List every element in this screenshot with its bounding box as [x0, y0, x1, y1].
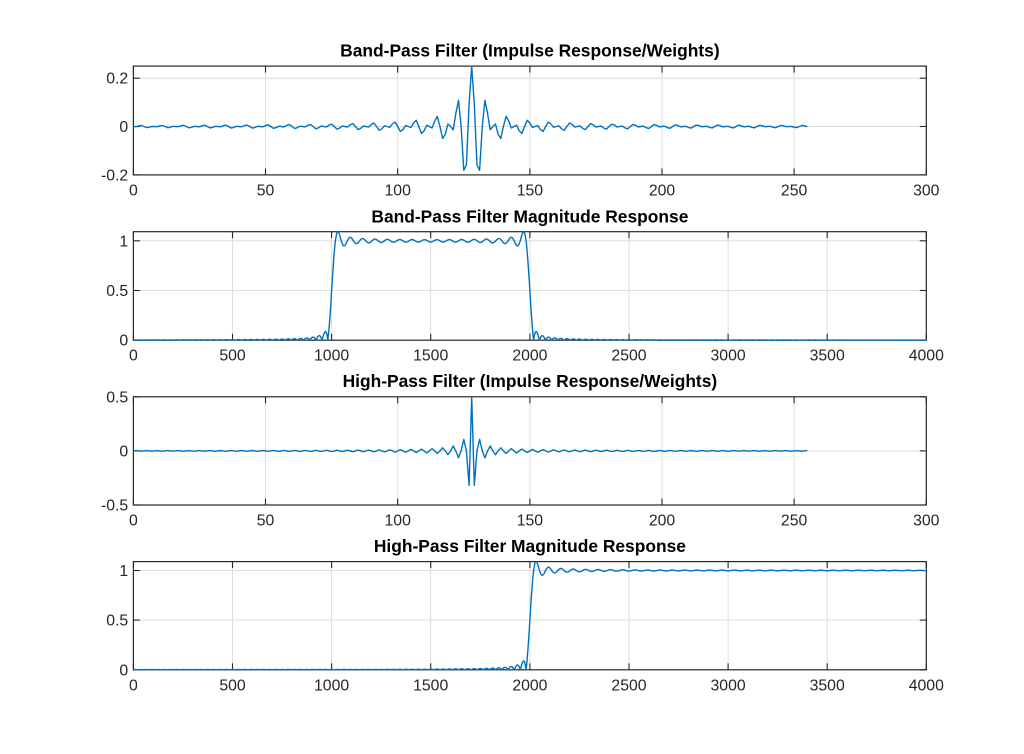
svg-text:0.5: 0.5 — [106, 283, 128, 300]
svg-text:2000: 2000 — [512, 348, 547, 365]
svg-text:200: 200 — [649, 182, 676, 199]
svg-text:High-Pass Filter Magnitude Res: High-Pass Filter Magnitude Response — [374, 536, 686, 556]
svg-text:0: 0 — [129, 348, 138, 365]
svg-text:1500: 1500 — [413, 677, 448, 694]
svg-text:1: 1 — [119, 563, 128, 580]
svg-text:1: 1 — [119, 233, 128, 250]
svg-text:250: 250 — [781, 182, 808, 199]
svg-text:100: 100 — [385, 182, 412, 199]
svg-text:2500: 2500 — [611, 348, 646, 365]
svg-text:3000: 3000 — [711, 677, 746, 694]
svg-text:500: 500 — [219, 348, 246, 365]
svg-text:0.5: 0.5 — [106, 613, 128, 630]
svg-text:500: 500 — [219, 677, 246, 694]
svg-text:3500: 3500 — [810, 348, 845, 365]
svg-text:0: 0 — [119, 119, 128, 136]
svg-text:Band-Pass Filter (Impulse Resp: Band-Pass Filter (Impulse Response/Weigh… — [340, 41, 719, 61]
svg-text:50: 50 — [257, 513, 275, 530]
svg-text:0: 0 — [119, 443, 128, 460]
svg-text:3500: 3500 — [810, 677, 845, 694]
svg-text:0.5: 0.5 — [106, 389, 128, 406]
svg-text:0: 0 — [129, 513, 138, 530]
svg-text:0: 0 — [119, 333, 128, 350]
svg-text:0: 0 — [129, 677, 138, 694]
svg-text:250: 250 — [781, 513, 808, 530]
svg-text:0.2: 0.2 — [106, 71, 128, 88]
svg-text:3000: 3000 — [711, 348, 746, 365]
svg-text:1000: 1000 — [314, 677, 349, 694]
svg-text:150: 150 — [517, 513, 544, 530]
svg-text:300: 300 — [913, 182, 940, 199]
svg-text:1500: 1500 — [413, 348, 448, 365]
svg-text:Band-Pass Filter Magnitude Res: Band-Pass Filter Magnitude Response — [371, 206, 688, 226]
svg-text:4000: 4000 — [909, 348, 944, 365]
svg-text:1000: 1000 — [314, 348, 349, 365]
svg-text:0: 0 — [119, 662, 128, 679]
svg-text:150: 150 — [517, 182, 544, 199]
svg-text:2500: 2500 — [611, 677, 646, 694]
svg-text:-0.5: -0.5 — [101, 498, 128, 515]
svg-text:300: 300 — [913, 513, 940, 530]
svg-text:200: 200 — [649, 513, 676, 530]
svg-text:-0.2: -0.2 — [101, 167, 128, 184]
svg-text:50: 50 — [257, 182, 275, 199]
svg-text:4000: 4000 — [909, 677, 944, 694]
svg-text:High-Pass Filter (Impulse Resp: High-Pass Filter (Impulse Response/Weigh… — [343, 371, 718, 391]
svg-text:0: 0 — [129, 182, 138, 199]
svg-text:100: 100 — [385, 513, 412, 530]
svg-text:2000: 2000 — [512, 677, 547, 694]
